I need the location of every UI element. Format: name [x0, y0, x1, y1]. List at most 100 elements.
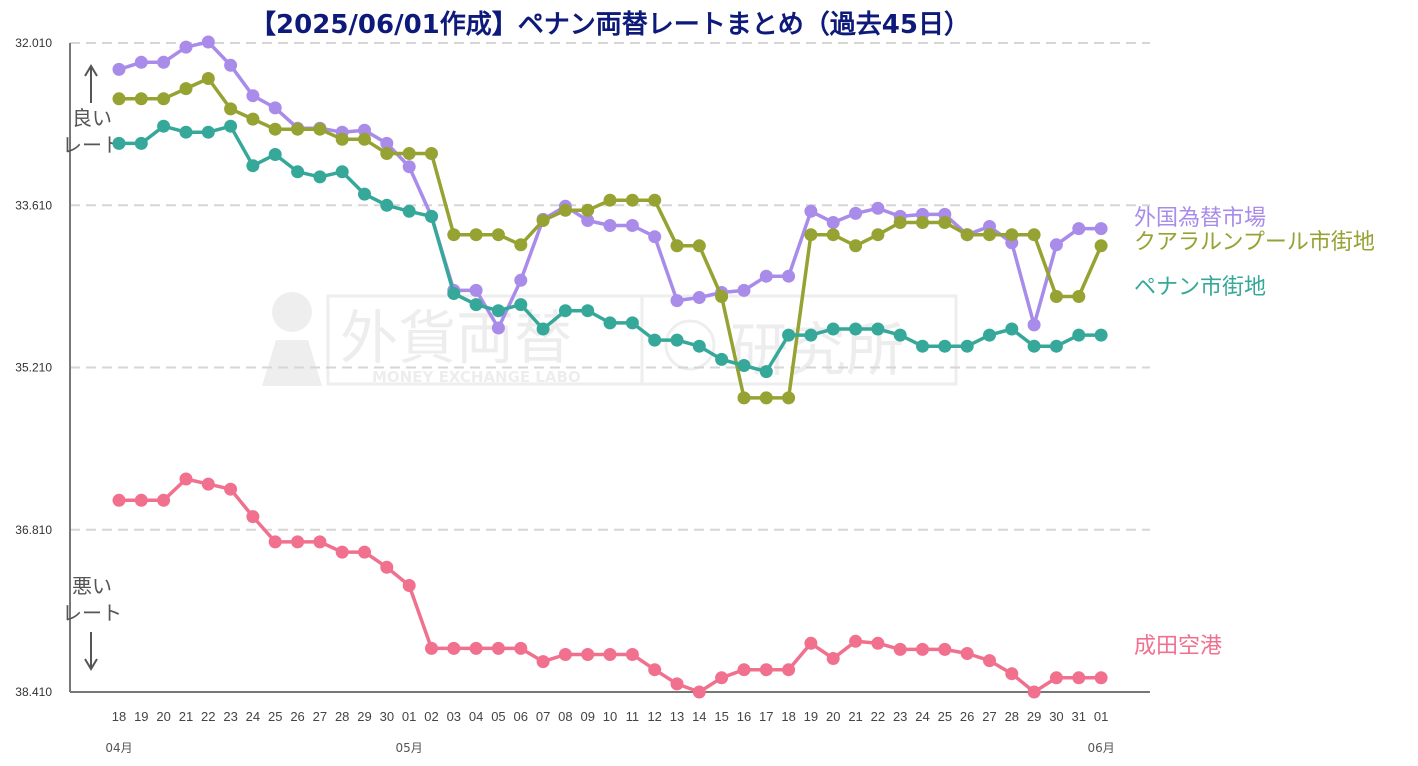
- x-tick-label: 22: [201, 709, 215, 724]
- data-point: [313, 535, 327, 549]
- data-point: [402, 147, 416, 160]
- data-point: [916, 339, 929, 353]
- data-point: [983, 654, 996, 668]
- data-point: [603, 648, 617, 661]
- data-point: [692, 685, 706, 699]
- data-point: [447, 228, 461, 242]
- data-point: [1094, 671, 1108, 685]
- x-tick-label: 22: [871, 709, 885, 724]
- data-point: [157, 119, 171, 133]
- axes: [69, 43, 1150, 693]
- month-label: 05月: [396, 741, 423, 755]
- data-point: [514, 298, 528, 312]
- data-point: [1072, 328, 1086, 342]
- data-point: [625, 316, 639, 330]
- x-tick-label: 20: [156, 709, 170, 724]
- data-point: [291, 535, 305, 549]
- data-point: [536, 655, 550, 669]
- data-point: [737, 391, 751, 405]
- worse-label-1: 悪い: [72, 574, 112, 598]
- data-point: [514, 273, 528, 287]
- data-point: [469, 298, 483, 312]
- worse-label-2: レート: [62, 601, 122, 625]
- x-tick-label: 14: [692, 709, 706, 724]
- data-point: [871, 636, 885, 650]
- data-point: [670, 677, 684, 691]
- data-point: [960, 647, 974, 660]
- x-tick-label: 06: [514, 709, 528, 724]
- x-tick-label: 24: [246, 709, 260, 724]
- data-point: [759, 269, 773, 283]
- data-point: [179, 82, 193, 96]
- data-point: [358, 123, 371, 137]
- better-label-1: 良い: [72, 106, 112, 130]
- data-point: [558, 304, 572, 318]
- data-point: [871, 201, 885, 215]
- x-tick-label: 21: [179, 709, 193, 724]
- data-point: [893, 216, 907, 229]
- data-point: [782, 269, 796, 283]
- data-point: [581, 648, 595, 661]
- y-tick-labels: 32.010 33.610 35.210 36.810 38.410: [15, 36, 52, 699]
- data-point: [871, 322, 885, 336]
- data-point: [603, 219, 617, 232]
- watermark-logo: 外貨両替 MONEY EXCHANGE LABO 研究所: [262, 292, 958, 386]
- data-point: [179, 40, 193, 54]
- data-point: [603, 193, 617, 207]
- data-point: [1094, 239, 1108, 253]
- data-point: [201, 125, 215, 139]
- data-point: [625, 193, 639, 207]
- y-tick-label: 33.610: [15, 198, 52, 212]
- data-point: [715, 671, 729, 685]
- data-point: [1027, 318, 1041, 332]
- x-tick-label: 16: [737, 709, 751, 724]
- data-point: [402, 160, 416, 174]
- data-point: [224, 58, 238, 72]
- data-point: [134, 55, 148, 69]
- data-point: [1027, 228, 1041, 242]
- data-point: [1049, 290, 1063, 303]
- data-point: [469, 641, 483, 655]
- data-point: [581, 304, 595, 318]
- data-point: [670, 333, 684, 347]
- x-tick-label: 17: [759, 709, 773, 724]
- data-point: [670, 294, 684, 308]
- data-point: [581, 203, 595, 217]
- data-point: [826, 216, 840, 229]
- x-tick-label: 10: [603, 709, 617, 724]
- worse-rate-indicator: 悪い レート: [62, 574, 122, 671]
- data-point: [1072, 290, 1086, 303]
- data-point: [826, 652, 840, 665]
- x-tick-label: 23: [893, 709, 907, 724]
- x-tick-label: 27: [313, 709, 327, 724]
- x-tick-label: 30: [380, 709, 394, 724]
- data-point: [916, 216, 929, 229]
- x-tick-label: 11: [626, 709, 640, 724]
- data-point: [938, 216, 952, 229]
- y-tick-label: 36.810: [15, 523, 52, 537]
- data-point: [1049, 238, 1063, 252]
- data-point: [625, 648, 639, 661]
- data-point: [737, 663, 751, 677]
- data-point: [737, 283, 751, 297]
- x-tick-label: 26: [960, 709, 974, 724]
- x-tick-label: 19: [804, 709, 818, 724]
- data-point: [1072, 671, 1086, 685]
- data-point: [536, 214, 550, 227]
- series-3: [112, 472, 1108, 699]
- series-line: [119, 76, 1103, 400]
- x-tick-label: 28: [1005, 709, 1019, 724]
- data-point: [1094, 222, 1108, 236]
- data-point: [491, 304, 505, 318]
- data-point: [1049, 339, 1063, 353]
- data-point: [625, 219, 639, 232]
- x-tick-label: 27: [982, 709, 996, 724]
- x-tick-label: 15: [714, 709, 728, 724]
- data-point: [157, 493, 171, 507]
- data-point: [313, 170, 327, 184]
- data-point: [960, 339, 974, 353]
- series-label: クアラルンプール市街地: [1134, 230, 1375, 255]
- data-point: [804, 204, 818, 218]
- data-point: [603, 316, 617, 330]
- data-point: [380, 147, 394, 160]
